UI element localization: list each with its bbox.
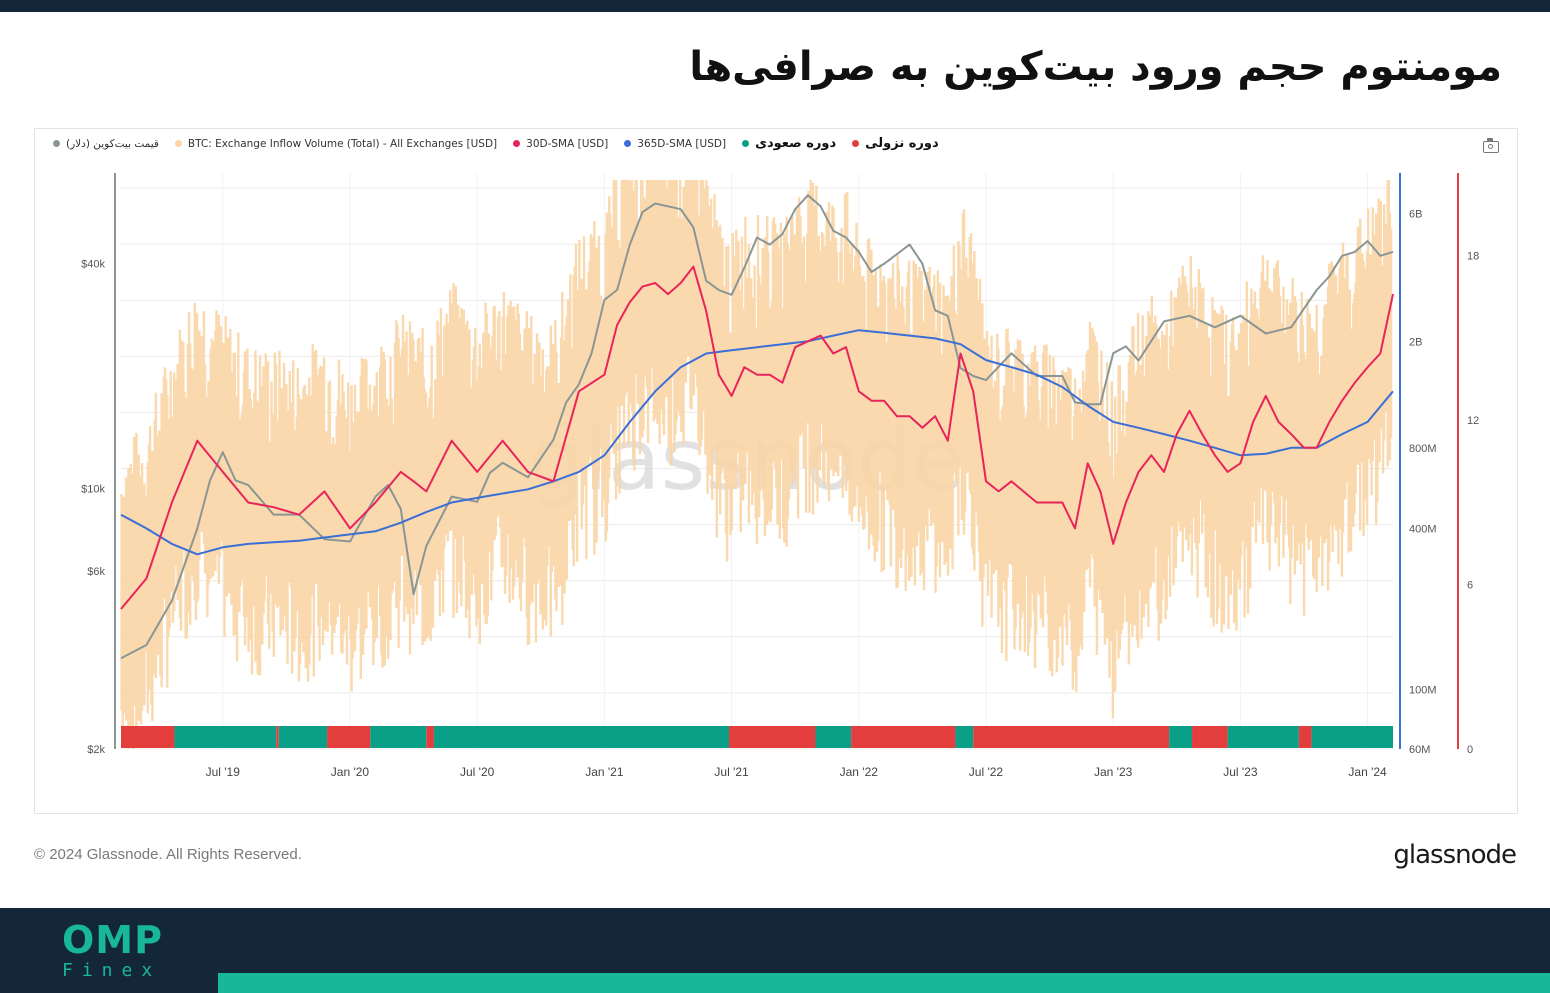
legend-dot [513, 140, 521, 147]
regime-segment [327, 726, 371, 748]
x-tick-label: Jul '19 [206, 765, 241, 779]
regime-segment [1227, 726, 1299, 748]
x-tick-label: Jan '22 [840, 765, 879, 779]
regime-segment [955, 726, 974, 748]
y-period-tick-label: 0 [1467, 744, 1473, 756]
y-volume-tick-label: 60M [1409, 744, 1430, 756]
y-period-tick-label: 6 [1467, 579, 1473, 591]
legend-item[interactable]: BTC: Exchange Inflow Volume (Total) - Al… [174, 137, 498, 150]
regime-segment [851, 726, 956, 748]
x-tick-label: Jan '23 [1094, 765, 1133, 779]
legend-item[interactable]: دوره صعودی [742, 136, 836, 151]
y-volume-tick-label: 800M [1409, 443, 1437, 455]
regime-segment [276, 726, 279, 748]
chart-canvas: glassnode$40k$10k$6k$2k6B2B800M400M100M6… [81, 173, 1479, 779]
x-tick-label: Jul '23 [1223, 765, 1258, 779]
legend-dot [852, 140, 860, 147]
sma365-series-line [120, 329, 1394, 556]
page-title: مومنتوم حجم ورود بیت‌کوین به صرافی‌ها [689, 44, 1502, 90]
legend-item[interactable]: دوره نزولی [852, 136, 939, 151]
finex-logo-text: Finex [62, 960, 162, 981]
legend-item[interactable]: 30D-SMA [USD] [513, 138, 608, 150]
y-volume-tick-label: 6B [1409, 209, 1422, 221]
legend-item[interactable]: 365D-SMA [USD] [624, 138, 726, 150]
x-tick-label: Jan '24 [1348, 765, 1387, 779]
regime-segment [370, 726, 427, 748]
regime-segment [174, 726, 277, 748]
y-volume-tick-label: 400M [1409, 523, 1437, 535]
y-left-tick-label: $2k [87, 744, 105, 756]
price-series-line [120, 194, 1394, 660]
sma30-series-line [120, 265, 1394, 610]
legend-label: 30D-SMA [USD] [526, 137, 609, 150]
regime-segment [278, 726, 328, 748]
regime-segment [973, 726, 1170, 748]
y-period-tick-label: 12 [1467, 415, 1479, 427]
top-bar [0, 0, 1550, 12]
chart-legend: قیمت بیت‌کوین (دلار) BTC: Exchange Inflow… [53, 136, 939, 151]
regime-segment [1169, 726, 1193, 748]
regime-segment [1298, 726, 1312, 748]
camera-icon[interactable] [1483, 138, 1499, 153]
legend-dot [742, 140, 750, 147]
regime-segment [426, 726, 434, 748]
y-left-tick-label: $10k [81, 483, 105, 495]
glassnode-brand: glassnode [1393, 840, 1517, 870]
y-volume-tick-label: 2B [1409, 336, 1422, 348]
legend-label: دوره نزولی [865, 136, 939, 151]
legend-label: دوره صعودی [755, 136, 837, 151]
legend-label: BTC: Exchange Inflow Volume (Total) - Al… [187, 137, 498, 150]
legend-dot [174, 140, 182, 147]
regime-segment [729, 726, 816, 748]
chart-frame: قیمت بیت‌کوین (دلار) BTC: Exchange Inflow… [34, 128, 1518, 814]
x-tick-label: Jul '22 [969, 765, 1004, 779]
regime-segment [1311, 726, 1393, 748]
y-left-tick-label: $40k [81, 259, 105, 271]
legend-label: قیمت بیت‌کوین (دلار) [66, 137, 159, 150]
footer-accent-band [218, 973, 1550, 993]
x-tick-label: Jan '21 [585, 765, 624, 779]
legend-item[interactable]: قیمت بیت‌کوین (دلار) [53, 138, 159, 150]
copyright-text: © 2024 Glassnode. All Rights Reserved. [34, 846, 302, 863]
x-tick-label: Jul '20 [460, 765, 495, 779]
y-volume-tick-label: 100M [1409, 685, 1437, 697]
legend-label: 365D-SMA [USD] [637, 137, 727, 150]
regime-segment [433, 726, 730, 748]
regime-segment [815, 726, 852, 748]
y-left-tick-label: $6k [87, 566, 105, 578]
regime-segment [1192, 726, 1228, 748]
x-tick-label: Jul '21 [714, 765, 749, 779]
y-period-tick-label: 18 [1467, 250, 1479, 262]
omp-logo: OMP [62, 918, 163, 962]
legend-dot [624, 140, 632, 147]
x-tick-label: Jan '20 [331, 765, 370, 779]
regime-segment [121, 726, 175, 748]
legend-dot [53, 140, 60, 147]
inflow-volume-series [120, 180, 1393, 749]
